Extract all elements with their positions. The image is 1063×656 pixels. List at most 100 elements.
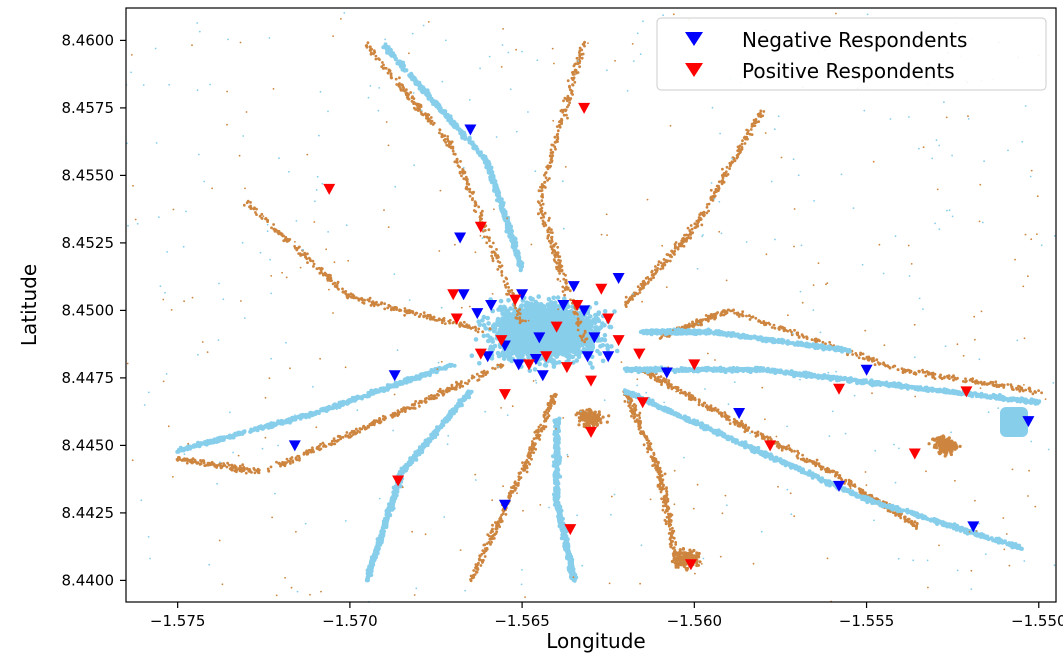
gps-point <box>1037 389 1040 392</box>
gps-point <box>564 288 567 292</box>
gps-point <box>637 421 641 425</box>
gps-point <box>353 432 357 436</box>
gps-point <box>861 352 865 356</box>
gps-point <box>523 303 529 309</box>
gps-point <box>577 322 581 326</box>
gps-point <box>410 99 414 103</box>
gps-point <box>997 385 1001 388</box>
gps-point <box>808 458 811 462</box>
gps-point <box>776 443 780 447</box>
gps-point <box>837 476 841 480</box>
gps-point <box>663 380 667 384</box>
gps-point <box>679 388 683 392</box>
gps-point <box>491 257 495 260</box>
gps-point <box>544 176 548 180</box>
gps-point <box>422 311 426 314</box>
gps-point <box>735 419 739 423</box>
gps-point <box>555 310 560 316</box>
gps-point <box>662 487 666 491</box>
gps-point <box>491 241 495 245</box>
gps-point <box>225 465 229 469</box>
gps-point <box>266 219 270 222</box>
gps-point <box>349 431 352 435</box>
gps-point <box>508 312 513 317</box>
gps-point <box>700 318 704 322</box>
gps-point <box>573 80 577 84</box>
gps-point <box>744 424 748 428</box>
gps-point <box>246 199 250 203</box>
gps-point <box>469 353 475 359</box>
gps-point <box>634 404 638 408</box>
gps-point <box>366 298 370 302</box>
gps-point <box>815 458 819 462</box>
gps-point <box>704 405 708 409</box>
gps-point <box>544 330 550 336</box>
gps-point <box>546 236 550 240</box>
gps-point <box>583 319 588 325</box>
gps-point <box>331 282 335 286</box>
gps-point <box>245 467 249 470</box>
gps-point <box>763 323 766 327</box>
gps-point <box>362 424 366 428</box>
gps-point <box>551 154 555 158</box>
gps-point <box>515 353 520 358</box>
gps-point <box>556 132 559 136</box>
gps-point <box>658 478 662 482</box>
gps-point <box>561 337 567 342</box>
gps-point <box>344 434 348 438</box>
gps-point <box>403 313 406 317</box>
gps-point <box>647 439 651 443</box>
gps-point <box>481 330 485 334</box>
gps-point <box>639 430 643 434</box>
gps-point <box>351 294 355 298</box>
gps-point <box>447 144 450 148</box>
gps-point <box>659 490 663 494</box>
gps-point <box>327 276 331 280</box>
gps-point <box>426 113 430 116</box>
gps-point <box>555 125 559 128</box>
gps-point <box>464 325 468 328</box>
gps-point <box>556 342 562 347</box>
gps-point <box>713 317 716 321</box>
gps-point <box>985 382 989 386</box>
gps-point <box>983 382 986 386</box>
gps-point <box>926 372 930 376</box>
gps-point <box>861 490 865 493</box>
gps-point <box>541 341 547 346</box>
gps-point <box>828 470 832 474</box>
gps-point <box>417 401 421 405</box>
gps-point <box>485 315 491 321</box>
gps-point <box>272 223 275 226</box>
gps-point <box>381 67 385 70</box>
gps-point <box>733 423 737 426</box>
gps-point <box>899 516 903 520</box>
gps-point <box>486 321 491 326</box>
gps-point <box>793 449 796 453</box>
gps-point <box>695 319 698 322</box>
gps-point <box>576 71 580 74</box>
gps-point <box>374 54 378 58</box>
gps-point <box>368 48 372 51</box>
gps-point <box>655 466 658 469</box>
gps-point <box>894 514 897 517</box>
gps-point <box>576 62 580 66</box>
gps-point <box>665 500 669 504</box>
gps-point <box>514 333 519 339</box>
gps-point <box>639 426 642 429</box>
gps-point <box>691 323 694 327</box>
gps-point <box>487 236 491 240</box>
gps-point <box>663 472 667 476</box>
gps-point <box>544 171 547 175</box>
gps-point <box>341 435 345 439</box>
gps-point <box>339 435 342 439</box>
gps-point <box>566 116 569 120</box>
gps-point <box>298 458 301 462</box>
gps-point <box>679 391 682 395</box>
gps-point <box>663 497 666 501</box>
gps-point <box>495 256 499 260</box>
gps-point <box>253 468 256 471</box>
gps-point <box>346 296 349 300</box>
gps-point <box>481 333 487 339</box>
gps-point <box>524 319 527 323</box>
gps-point <box>177 456 180 459</box>
